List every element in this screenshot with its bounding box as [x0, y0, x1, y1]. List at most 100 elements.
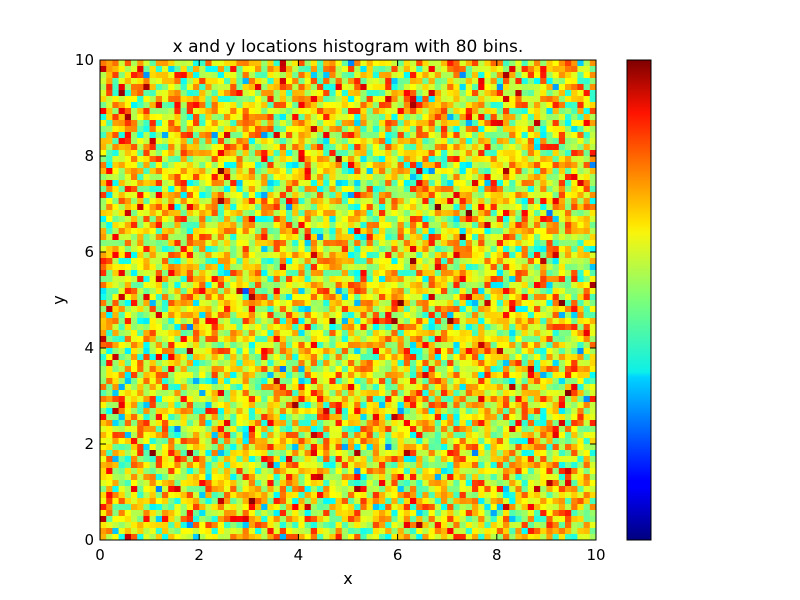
heatmap-cell [186, 150, 194, 157]
heatmap-cell [521, 66, 529, 73]
heatmap-cell [366, 246, 374, 253]
heatmap-cell [174, 312, 181, 319]
heatmap-cell [261, 150, 268, 157]
heatmap-cell [484, 396, 491, 403]
heatmap-cell [366, 132, 374, 139]
heatmap-cell [186, 342, 194, 349]
heatmap-cell [310, 192, 318, 199]
heatmap-cell [224, 114, 231, 121]
heatmap-cell [286, 366, 293, 373]
heatmap-cell [496, 270, 504, 277]
heatmap-cell [397, 138, 405, 145]
heatmap-cell [205, 312, 212, 319]
heatmap-cell [255, 246, 262, 253]
heatmap-cell [335, 60, 343, 67]
heatmap-cell [323, 204, 330, 211]
heatmap-cell [552, 96, 560, 103]
heatmap-cell [242, 378, 250, 385]
heatmap-cell [372, 84, 380, 91]
heatmap-cell [100, 126, 107, 133]
heatmap-cell [540, 168, 547, 175]
heatmap-cell [527, 276, 535, 283]
heatmap-cell [255, 126, 262, 133]
heatmap-cell [571, 360, 578, 367]
heatmap-cell [112, 432, 119, 439]
heatmap-cell [155, 174, 163, 181]
heatmap-cell [124, 342, 132, 349]
heatmap-cell [441, 396, 448, 403]
heatmap-cell [521, 366, 529, 373]
heatmap-cell [292, 390, 299, 397]
heatmap-cell [186, 288, 194, 295]
heatmap-cell [372, 402, 380, 409]
heatmap-cell [242, 360, 250, 367]
heatmap-cell [366, 222, 374, 229]
heatmap-cell [465, 384, 473, 391]
heatmap-cell [186, 432, 194, 439]
heatmap-cell [242, 318, 250, 325]
heatmap-cell [447, 216, 454, 223]
heatmap-cell [546, 282, 553, 289]
heatmap-cell [589, 96, 597, 103]
heatmap-cell [211, 312, 219, 319]
heatmap-cell [552, 204, 560, 211]
heatmap-cell [124, 96, 132, 103]
heatmap-cell [261, 288, 268, 295]
heatmap-cell [174, 228, 181, 235]
heatmap-cell [100, 426, 107, 433]
heatmap-cell [230, 222, 237, 229]
heatmap-cell [385, 222, 392, 229]
heatmap-cell [106, 168, 113, 175]
heatmap-cell [472, 258, 479, 265]
heatmap-cell [472, 390, 479, 397]
heatmap-cell [583, 186, 591, 193]
heatmap-cell [410, 216, 417, 223]
heatmap-cell [155, 168, 163, 175]
heatmap-cell [279, 156, 287, 163]
heatmap-cell [428, 192, 436, 199]
heatmap-cell [571, 366, 578, 373]
heatmap-cell [162, 120, 169, 127]
heatmap-cell [137, 126, 144, 133]
heatmap-cell [478, 276, 485, 283]
heatmap-cell [428, 384, 436, 391]
heatmap-cell [565, 84, 572, 91]
heatmap-cell [565, 204, 572, 211]
heatmap-cell [168, 432, 175, 439]
heatmap-cell [472, 156, 479, 163]
heatmap-cell [484, 330, 491, 337]
heatmap-cell [521, 330, 529, 337]
heatmap-cell [397, 390, 405, 397]
heatmap-cell [515, 258, 522, 265]
heatmap-cell [298, 252, 305, 259]
heatmap-cell [155, 432, 163, 439]
heatmap-cell [453, 84, 460, 91]
heatmap-cell [100, 138, 107, 145]
heatmap-cell [503, 240, 510, 247]
heatmap-cell [534, 174, 541, 181]
heatmap-cell [589, 282, 597, 289]
heatmap-cell [279, 330, 287, 337]
heatmap-cell [385, 426, 392, 433]
heatmap-cell [255, 300, 262, 307]
heatmap-cell [193, 204, 200, 211]
heatmap-cell [236, 108, 243, 115]
heatmap-cell [118, 324, 126, 331]
heatmap-cell [410, 198, 417, 205]
heatmap-cell [348, 144, 355, 151]
heatmap-cell [589, 366, 597, 373]
heatmap-cell [571, 246, 578, 253]
heatmap-cell [224, 336, 231, 343]
heatmap-cell [112, 336, 119, 343]
heatmap-cell [100, 240, 107, 247]
heatmap-cell [211, 234, 219, 241]
heatmap-cell [521, 288, 529, 295]
heatmap-cell [149, 234, 157, 241]
heatmap-cell [552, 66, 560, 73]
heatmap-cell [534, 348, 541, 355]
heatmap-cell [428, 210, 436, 217]
heatmap-cell [180, 132, 188, 139]
heatmap-cell [292, 192, 299, 199]
heatmap-cell [211, 336, 219, 343]
heatmap-cell [248, 312, 256, 319]
